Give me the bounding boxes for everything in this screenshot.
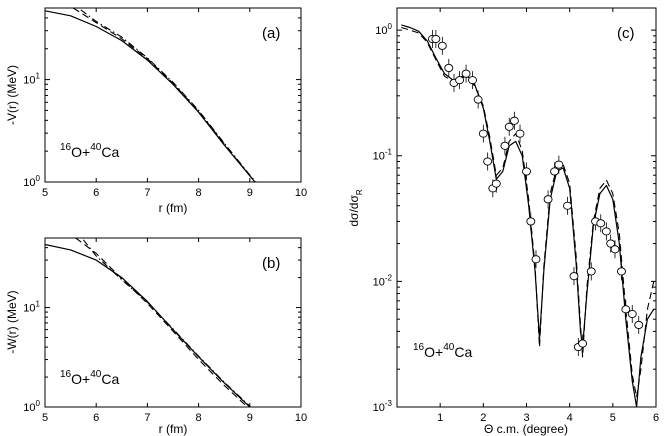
data-point bbox=[491, 179, 501, 188]
x-tick-label: 6 bbox=[653, 412, 659, 424]
panel-c-reaction: 16O+40Ca bbox=[413, 342, 472, 360]
data-point bbox=[578, 339, 588, 348]
x-tick-label: 5 bbox=[42, 187, 48, 199]
panel-a-ylabel: -V(r) (MeV) bbox=[5, 65, 19, 125]
x-tick-label: 9 bbox=[247, 412, 253, 424]
x-tick-label: 8 bbox=[196, 187, 202, 199]
x-tick-label: 8 bbox=[196, 412, 202, 424]
panel-b-xlabel: r (fm) bbox=[159, 422, 188, 436]
curve-dash-dot bbox=[82, 239, 251, 407]
data-point bbox=[468, 76, 477, 85]
x-tick-label: 10 bbox=[295, 187, 307, 199]
panel-c-xlabel: Θ c.m. (degree) bbox=[484, 422, 568, 436]
data-point bbox=[504, 122, 514, 131]
panel-c-ylabel: dσ/dσR bbox=[347, 189, 364, 227]
panel-c-tag: (c) bbox=[617, 25, 635, 42]
curve-dashed bbox=[75, 238, 249, 407]
x-tick-label: 5 bbox=[42, 412, 48, 424]
data-point bbox=[444, 63, 454, 72]
panel-c-ticks: 1 2 3 4 5 6 10-3 10-2 10-1 100 bbox=[373, 8, 659, 424]
data-point bbox=[461, 69, 471, 78]
curve-dash-dot bbox=[80, 9, 257, 182]
data-point bbox=[483, 157, 493, 166]
curve-dashed bbox=[72, 8, 256, 182]
data-point bbox=[610, 245, 620, 254]
data-point bbox=[634, 320, 644, 329]
x-tick-label: 2 bbox=[480, 412, 486, 424]
data-point bbox=[621, 305, 631, 314]
panel-a: 5 6 7 8 9 10 100 101 (a) 16O+40Ca r (fm) -V(r) … bbox=[5, 7, 307, 215]
data-point bbox=[617, 267, 626, 276]
x-tick-label: 9 bbox=[247, 187, 253, 199]
plot-area bbox=[45, 238, 251, 407]
data-point bbox=[437, 41, 447, 50]
panel-b-reaction: 16O+40Ca bbox=[60, 369, 119, 387]
panel-b-frame bbox=[44, 237, 302, 408]
data-point bbox=[500, 141, 510, 150]
x-tick-label: 7 bbox=[144, 412, 150, 424]
data-point bbox=[478, 129, 488, 138]
data-point bbox=[455, 76, 465, 85]
y-tick-label: 10-3 bbox=[373, 399, 393, 414]
y-tick-label: 100 bbox=[375, 22, 392, 37]
panel-a-ticks: 5 6 7 8 9 10 100 101 bbox=[23, 7, 307, 199]
y-tick-label: 101 bbox=[23, 300, 40, 315]
panel-c-curves bbox=[401, 24, 655, 407]
data-point bbox=[596, 219, 606, 228]
data-point bbox=[509, 116, 519, 125]
data-point bbox=[601, 227, 611, 236]
panel-a-xlabel: r (fm) bbox=[159, 201, 188, 215]
x-tick-label: 6 bbox=[93, 412, 99, 424]
data-point bbox=[543, 195, 553, 204]
y-tick-label: 101 bbox=[23, 72, 40, 87]
data-point bbox=[563, 201, 572, 210]
panel-a-reaction: 16O+40Ca bbox=[60, 142, 119, 160]
panel-b-curves bbox=[45, 238, 251, 407]
data-point bbox=[569, 272, 579, 281]
data-point bbox=[431, 34, 441, 44]
x-tick-label: 7 bbox=[144, 187, 150, 199]
panel-a-frame bbox=[44, 7, 302, 183]
data-point bbox=[515, 129, 525, 138]
y-tick-label: 100 bbox=[23, 399, 40, 414]
x-tick-label: 6 bbox=[93, 187, 99, 199]
x-tick-label: 10 bbox=[295, 412, 307, 424]
y-tick-label: 10-1 bbox=[373, 148, 393, 163]
data-point bbox=[586, 267, 596, 276]
data-point bbox=[473, 95, 483, 104]
panel-a-curves bbox=[45, 8, 257, 182]
data-point bbox=[554, 160, 564, 169]
data-point bbox=[550, 167, 560, 176]
plot-area bbox=[45, 8, 257, 182]
panel-a-tag: (a) bbox=[262, 25, 280, 42]
x-tick-label: 3 bbox=[523, 412, 529, 424]
x-tick-label: 4 bbox=[567, 412, 573, 424]
panel-b-tag: (b) bbox=[262, 255, 280, 272]
data-point bbox=[526, 217, 536, 226]
panel-c-frame bbox=[396, 7, 657, 408]
panel-b-ylabel: -W(r) (MeV) bbox=[5, 290, 19, 353]
data-point bbox=[627, 309, 637, 319]
data-point bbox=[522, 167, 531, 176]
y-tick-label: 100 bbox=[23, 174, 40, 189]
plot-area bbox=[401, 24, 655, 407]
panel-b-ticks: 5 6 7 8 9 10 100 101 bbox=[23, 237, 307, 424]
x-tick-label: 5 bbox=[610, 412, 616, 424]
panel-b: 5 6 7 8 9 10 100 101 (b) 16O+40Ca r (fm) -W(r) … bbox=[5, 237, 307, 436]
y-tick-label: 10-2 bbox=[373, 273, 393, 288]
x-tick-label: 1 bbox=[437, 412, 443, 424]
panel-c: 1 2 3 4 5 6 10-3 10-2 10-1 100 (c) 16O+40Ca Θ c.m… bbox=[347, 7, 659, 436]
data-point bbox=[531, 255, 541, 264]
